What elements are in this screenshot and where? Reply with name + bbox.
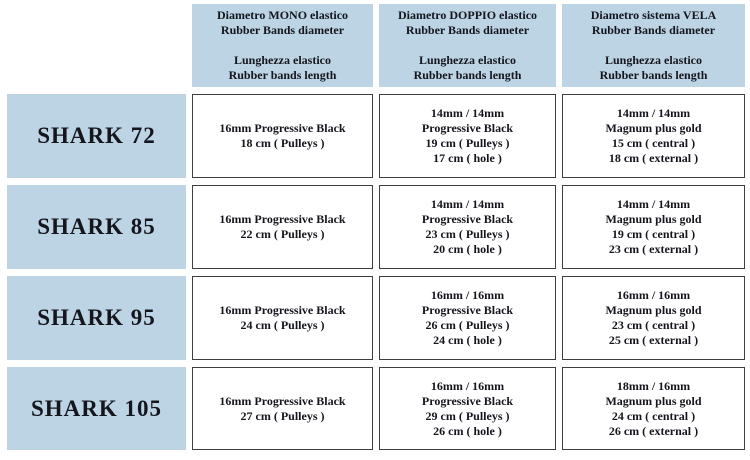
cell-mono-shark-95: 16mm Progressive Black 24 cm ( Pulleys ) <box>192 276 373 360</box>
row-label-shark-85: SHARK 85 <box>7 185 186 269</box>
cell-vela-shark-95: 16mm / 16mm Magnum plus gold 23 cm ( cen… <box>562 276 745 360</box>
cell-vela-shark-85: 14mm / 14mm Magnum plus gold 19 cm ( cen… <box>562 185 745 269</box>
row-label-shark-105: SHARK 105 <box>7 367 186 450</box>
cell-doppio-shark-72: 14mm / 14mm Progressive Black 19 cm ( Pu… <box>379 94 556 178</box>
row-label-shark-72: SHARK 72 <box>7 94 186 178</box>
column-header-doppio: Diametro DOPPIO elastico Rubber Bands di… <box>379 4 556 87</box>
cell-mono-shark-72: 16mm Progressive Black 18 cm ( Pulleys ) <box>192 94 373 178</box>
corner-spacer <box>7 4 186 87</box>
row-label-shark-95: SHARK 95 <box>7 276 186 360</box>
cell-mono-shark-85: 16mm Progressive Black 22 cm ( Pulleys ) <box>192 185 373 269</box>
cell-mono-shark-105: 16mm Progressive Black 27 cm ( Pulleys ) <box>192 367 373 450</box>
cell-doppio-shark-95: 16mm / 16mm Progressive Black 26 cm ( Pu… <box>379 276 556 360</box>
spec-table: Diametro MONO elastico Rubber Bands diam… <box>7 4 746 452</box>
cell-vela-shark-105: 18mm / 16mm Magnum plus gold 24 cm ( cen… <box>562 367 745 450</box>
column-header-vela: Diametro sistema VELA Rubber Bands diame… <box>562 4 745 87</box>
cell-vela-shark-72: 14mm / 14mm Magnum plus gold 15 cm ( cen… <box>562 94 745 178</box>
cell-doppio-shark-105: 16mm / 16mm Progressive Black 29 cm ( Pu… <box>379 367 556 450</box>
cell-doppio-shark-85: 14mm / 14mm Progressive Black 23 cm ( Pu… <box>379 185 556 269</box>
column-header-mono: Diametro MONO elastico Rubber Bands diam… <box>192 4 373 87</box>
